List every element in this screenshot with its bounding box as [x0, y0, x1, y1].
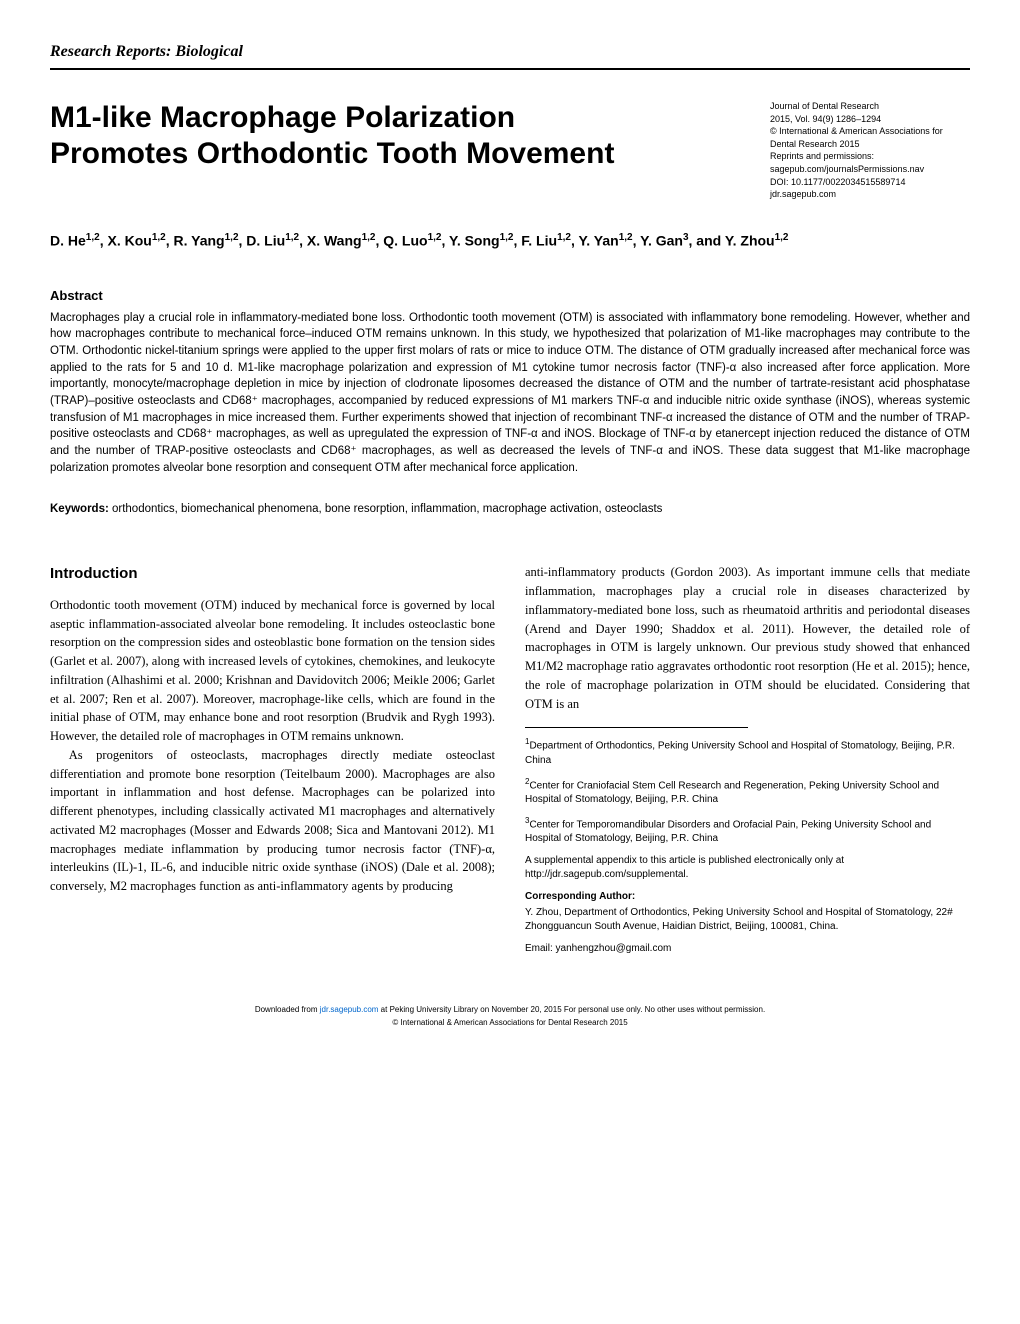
article-title-line2: Promotes Orthodontic Tooth Movement [50, 137, 614, 170]
corresponding-author-email: Email: yanhengzhou@gmail.com [525, 942, 970, 956]
intro-p1: Orthodontic tooth movement (OTM) induced… [50, 596, 495, 746]
footer-copyright: © International & American Associations … [50, 1017, 970, 1030]
introduction-heading: Introduction [50, 563, 495, 586]
abstract-block: Abstract Macrophages play a crucial role… [50, 286, 970, 476]
abstract-text: Macrophages play a crucial role in infla… [50, 310, 970, 477]
journal-site: jdr.sagepub.com [770, 188, 970, 201]
journal-doi: DOI: 10.1177/0022034515589714 [770, 176, 970, 189]
affiliation-3-text: Center for Temporomandibular Disorders a… [525, 819, 931, 844]
affiliation-2-text: Center for Craniofacial Stem Cell Resear… [525, 780, 939, 805]
journal-name: Journal of Dental Research [770, 100, 970, 113]
affiliations-block: 1Department of Orthodontics, Peking Univ… [525, 736, 970, 956]
abstract-heading: Abstract [50, 286, 970, 306]
journal-meta: Journal of Dental Research 2015, Vol. 94… [770, 100, 970, 201]
keywords-label: Keywords: [50, 503, 109, 515]
main-columns: Introduction Orthodontic tooth movement … [50, 563, 970, 964]
introduction-body-right: anti-inflammatory products (Gordon 2003)… [525, 563, 970, 713]
affiliation-1-text: Department of Orthodontics, Peking Unive… [525, 741, 955, 766]
intro-p2: As progenitors of osteoclasts, macrophag… [50, 746, 495, 896]
reprints-label: Reprints and permissions: [770, 150, 970, 163]
affiliation-rule [525, 727, 748, 728]
journal-copyright: © International & American Associations … [770, 125, 970, 150]
keywords-text: orthodontics, biomechanical phenomena, b… [109, 503, 663, 515]
reprints-url: sagepub.com/journalsPermissions.nav [770, 163, 970, 176]
right-column: anti-inflammatory products (Gordon 2003)… [525, 563, 970, 964]
corresponding-author-text: Y. Zhou, Department of Orthodontics, Pek… [525, 906, 970, 934]
section-label: Research Reports: Biological [50, 40, 970, 70]
supplemental-note: A supplemental appendix to this article … [525, 854, 970, 882]
intro-p3: anti-inflammatory products (Gordon 2003)… [525, 563, 970, 713]
page-footer: Downloaded from jdr.sagepub.com at Pekin… [50, 1004, 970, 1030]
author-list: D. He1,2, X. Kou1,2, R. Yang1,2, D. Liu1… [50, 231, 970, 251]
footer-link[interactable]: jdr.sagepub.com [320, 1005, 379, 1014]
footer-downloaded: Downloaded from jdr.sagepub.com at Pekin… [50, 1004, 970, 1017]
article-title-line1: M1-like Macrophage Polarization [50, 101, 515, 134]
header-row: M1-like Macrophage Polarization Promotes… [50, 100, 970, 201]
keywords-block: Keywords: orthodontics, biomechanical ph… [50, 501, 970, 518]
affiliation-1: 1Department of Orthodontics, Peking Univ… [525, 736, 970, 767]
article-title: M1-like Macrophage Polarization Promotes… [50, 100, 730, 172]
title-block: M1-like Macrophage Polarization Promotes… [50, 100, 770, 201]
left-column: Introduction Orthodontic tooth movement … [50, 563, 495, 964]
corresponding-author-heading: Corresponding Author: [525, 890, 970, 904]
journal-volume: 2015, Vol. 94(9) 1286–1294 [770, 113, 970, 126]
affiliation-2: 2Center for Craniofacial Stem Cell Resea… [525, 776, 970, 807]
introduction-body-left: Orthodontic tooth movement (OTM) induced… [50, 596, 495, 896]
affiliation-3: 3Center for Temporomandibular Disorders … [525, 815, 970, 846]
